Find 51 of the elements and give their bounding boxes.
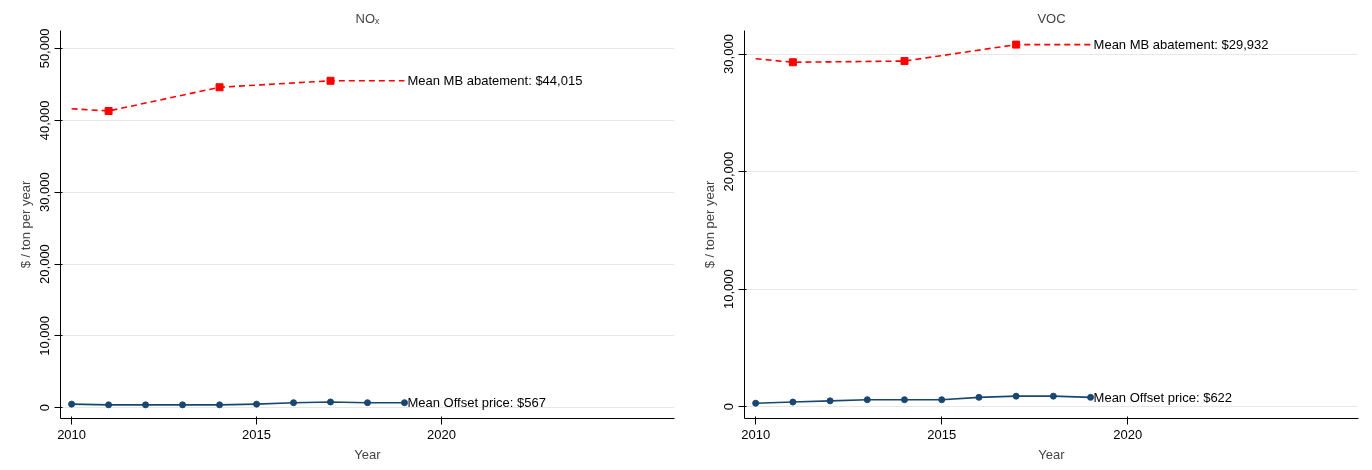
y-tick-label: 0 (37, 404, 53, 412)
y-tick-label: 30,000 (721, 34, 737, 74)
point (863, 396, 871, 404)
point (142, 401, 150, 409)
y-tick-label: 10,000 (721, 269, 737, 310)
y-axis-title: $ / ton per year (701, 180, 717, 269)
y-tick-label: 10,000 (37, 315, 53, 356)
x-tick-label: 2015 (242, 426, 271, 442)
point (105, 401, 113, 409)
y-tick-label: 0 (721, 403, 737, 411)
point (68, 400, 76, 408)
chart-title: VOC (1037, 10, 1066, 26)
point (400, 399, 408, 407)
x-axis-title: Year (354, 446, 382, 462)
point (290, 399, 298, 407)
series-label: Mean MB abatement: $29,932 (1093, 37, 1269, 53)
x-axis-title: Year (1038, 446, 1066, 462)
series-label: Mean Offset price: $567 (407, 395, 546, 411)
point (789, 398, 797, 406)
point (104, 106, 113, 115)
point (364, 399, 371, 407)
x-tick-label: 2010 (741, 426, 771, 442)
point (938, 396, 946, 404)
y-tick-label: 20,000 (37, 244, 53, 284)
y-tick-label: 30,000 (37, 172, 53, 213)
y-tick-label: 20,000 (721, 151, 737, 192)
series-label: Mean MB abatement: $44,015 (407, 73, 583, 89)
point (1012, 392, 1020, 400)
point (216, 401, 224, 409)
y-axis-title: $ / ton per year (17, 180, 33, 269)
y-tick-label: 50,000 (37, 28, 53, 69)
chart-title: NOₓ (355, 10, 381, 26)
x-tick-label: 2010 (57, 426, 87, 442)
point (179, 401, 187, 409)
series-label: Mean Offset price: $622 (1093, 389, 1233, 405)
point (215, 83, 224, 92)
point (1049, 392, 1057, 400)
point (826, 397, 834, 405)
point (900, 57, 909, 66)
point (326, 76, 335, 85)
point (253, 400, 261, 408)
point (1012, 40, 1021, 49)
y-tick-label: 40,000 (37, 100, 53, 141)
point (901, 396, 909, 404)
x-tick-label: 2020 (427, 426, 456, 442)
point (788, 58, 797, 67)
point (752, 399, 760, 407)
point (327, 398, 335, 406)
x-tick-label: 2020 (1113, 426, 1143, 442)
x-tick-label: 2015 (927, 426, 957, 442)
point (975, 393, 983, 401)
